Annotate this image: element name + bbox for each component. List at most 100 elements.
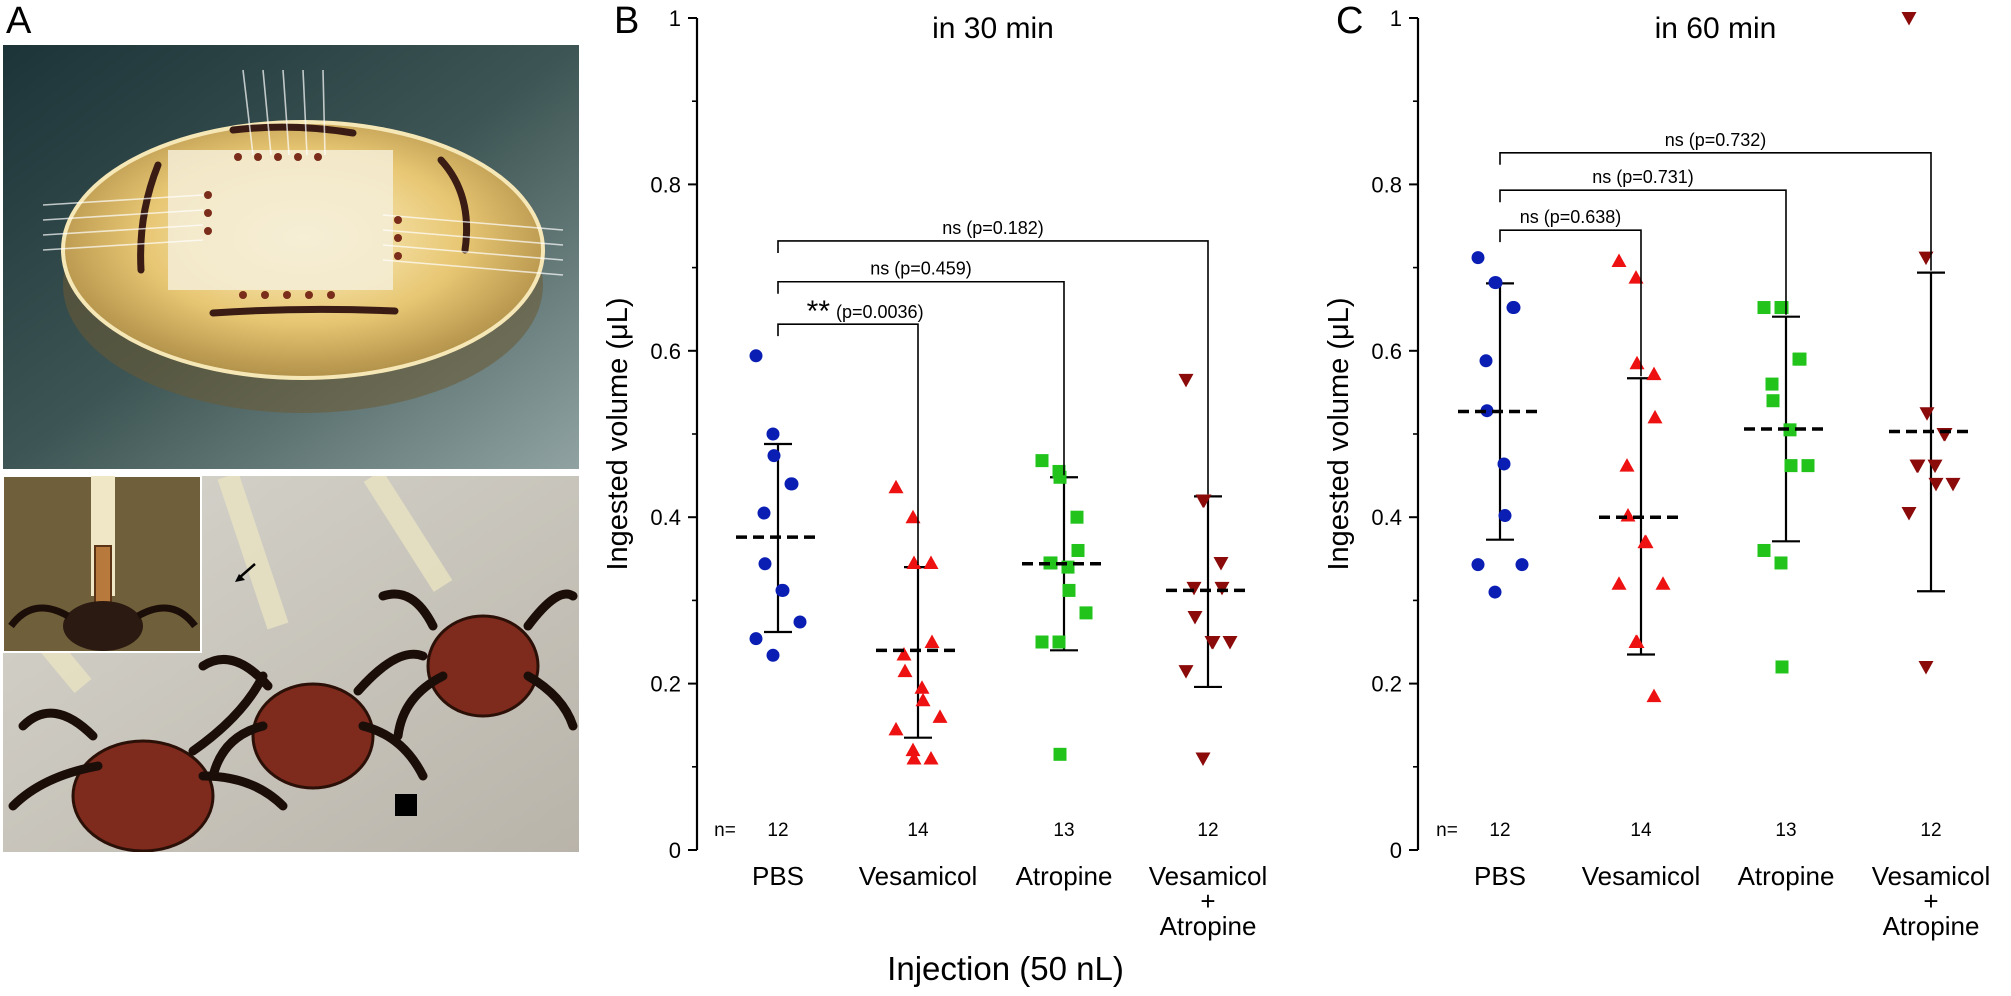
data-point-square — [1757, 301, 1771, 315]
y-tick-label: 1 — [1390, 6, 1402, 31]
comparison-bracket — [777, 323, 919, 566]
n-count-label: 12 — [1489, 820, 1510, 841]
data-point-triangle-up — [1638, 534, 1654, 549]
data-point-triangle-up — [914, 680, 930, 694]
x-tick-label: Atropine — [1160, 911, 1257, 941]
significance-stars: ** — [807, 295, 831, 328]
y-tick-label: 0 — [669, 838, 681, 863]
data-point-triangle-up — [1628, 270, 1644, 284]
data-point-triangle-up — [1620, 508, 1636, 522]
data-point-circle — [1497, 457, 1511, 471]
data-point-square — [1766, 394, 1780, 408]
x-tick-label: Vesamicol — [1872, 861, 1991, 891]
data-point-circle — [767, 449, 781, 463]
data-point-triangle-up — [915, 692, 931, 707]
data-point-triangle-up — [1646, 366, 1662, 381]
data-point-triangle-down — [1901, 507, 1917, 521]
data-point-circle — [785, 477, 799, 491]
data-point-square — [1793, 352, 1807, 366]
x-tick-label: + — [1923, 886, 1938, 916]
data-point-triangle-down — [1901, 12, 1917, 26]
data-point-triangle-down — [1213, 556, 1229, 571]
data-point-square — [1052, 635, 1066, 649]
y-tick-label: 0.6 — [1371, 339, 1402, 364]
comparison-bracket — [777, 240, 1209, 495]
y-tick-label: 1 — [669, 6, 681, 31]
n-count-label: 12 — [1197, 820, 1218, 841]
data-point-triangle-up — [932, 709, 948, 723]
data-point-triangle-up — [1655, 576, 1671, 590]
data-point-square — [1079, 606, 1093, 620]
data-point-circle — [1498, 509, 1512, 523]
data-point-triangle-down — [1195, 752, 1211, 766]
data-point-triangle-up — [888, 479, 904, 494]
data-point-circle — [1479, 354, 1493, 368]
data-point-square — [1783, 423, 1797, 437]
data-point-triangle-up — [923, 555, 939, 569]
x-axis-title: Injection (50 nL) — [887, 950, 1124, 987]
n-count-label: 13 — [1053, 820, 1074, 841]
data-point-square — [1784, 459, 1798, 473]
data-point-triangle-up — [1611, 253, 1627, 267]
comparison-label: (p=0.0036) — [836, 302, 924, 322]
n-prefix-label: n= — [714, 820, 736, 841]
data-point-circle — [1471, 558, 1485, 572]
data-point-triangle-down — [1918, 660, 1934, 675]
data-point-square — [1757, 543, 1771, 557]
comparison-bracket — [777, 280, 1065, 476]
data-point-circle — [793, 615, 807, 629]
panel-label-b: B — [614, 0, 640, 42]
data-point-triangle-up — [888, 721, 904, 736]
panel-label-c: C — [1336, 0, 1364, 42]
x-tick-label: Atropine — [1016, 861, 1113, 891]
data-point-circle — [776, 583, 790, 597]
panel-label-a: A — [6, 0, 32, 42]
data-point-triangle-down — [1196, 494, 1212, 509]
x-tick-label: Vesamicol — [859, 861, 978, 891]
data-point-circle — [749, 349, 763, 363]
data-point-circle — [1515, 558, 1529, 572]
data-point-triangle-down — [1187, 611, 1203, 625]
x-tick-label: PBS — [752, 861, 804, 891]
data-point-triangle-up — [905, 742, 921, 757]
y-tick-label: 0.8 — [650, 172, 681, 197]
data-point-circle — [758, 557, 772, 571]
chart-title: in 30 min — [932, 12, 1054, 45]
data-point-circle — [1507, 301, 1521, 315]
x-tick-label: Vesamicol — [1582, 861, 1701, 891]
data-point-triangle-down — [1178, 665, 1194, 679]
data-point-circle — [1480, 404, 1494, 418]
data-point-triangle-down — [1918, 251, 1934, 266]
comparison-label: ns (p=0.731) — [1592, 167, 1694, 187]
data-point-square — [1774, 556, 1788, 570]
data-point-triangle-up — [905, 509, 921, 524]
data-point-triangle-down — [1928, 477, 1944, 492]
data-point-square — [1053, 747, 1067, 761]
data-point-triangle-up — [1611, 576, 1627, 590]
n-prefix-label: n= — [1436, 820, 1458, 841]
data-point-triangle-up — [1647, 409, 1663, 424]
data-point-triangle-up — [924, 634, 940, 648]
data-point-triangle-up — [896, 646, 912, 661]
data-point-circle — [1471, 251, 1485, 265]
data-point-triangle-up — [1646, 688, 1662, 703]
data-point-circle — [757, 506, 771, 520]
y-tick-label: 0.4 — [650, 505, 681, 530]
y-tick-label: 0.2 — [1371, 672, 1402, 697]
data-point-triangle-up — [1629, 634, 1645, 648]
x-tick-label: Atropine — [1883, 911, 1980, 941]
x-tick-label: Vesamicol — [1149, 861, 1268, 891]
data-point-triangle-up — [1629, 355, 1645, 370]
comparison-label: ns (p=0.459) — [870, 259, 972, 279]
comparison-bracket — [1499, 229, 1642, 377]
tick-closeup-photo — [3, 476, 579, 852]
data-point-square — [1070, 510, 1084, 524]
chart-60min: 0 0.2 0.4 0.6 0.8 1 Ingested volume (μL) in 60 … — [1323, 6, 1990, 941]
data-point-square — [1775, 660, 1789, 674]
n-count-label: 12 — [767, 820, 788, 841]
data-point-circle — [749, 632, 763, 646]
n-count-label: 14 — [907, 820, 929, 841]
x-tick-label: PBS — [1474, 861, 1526, 891]
chart-30min: 0 0.2 0.4 0.6 0.8 1 Ingested volume (μL) in 30 … — [602, 6, 1267, 941]
